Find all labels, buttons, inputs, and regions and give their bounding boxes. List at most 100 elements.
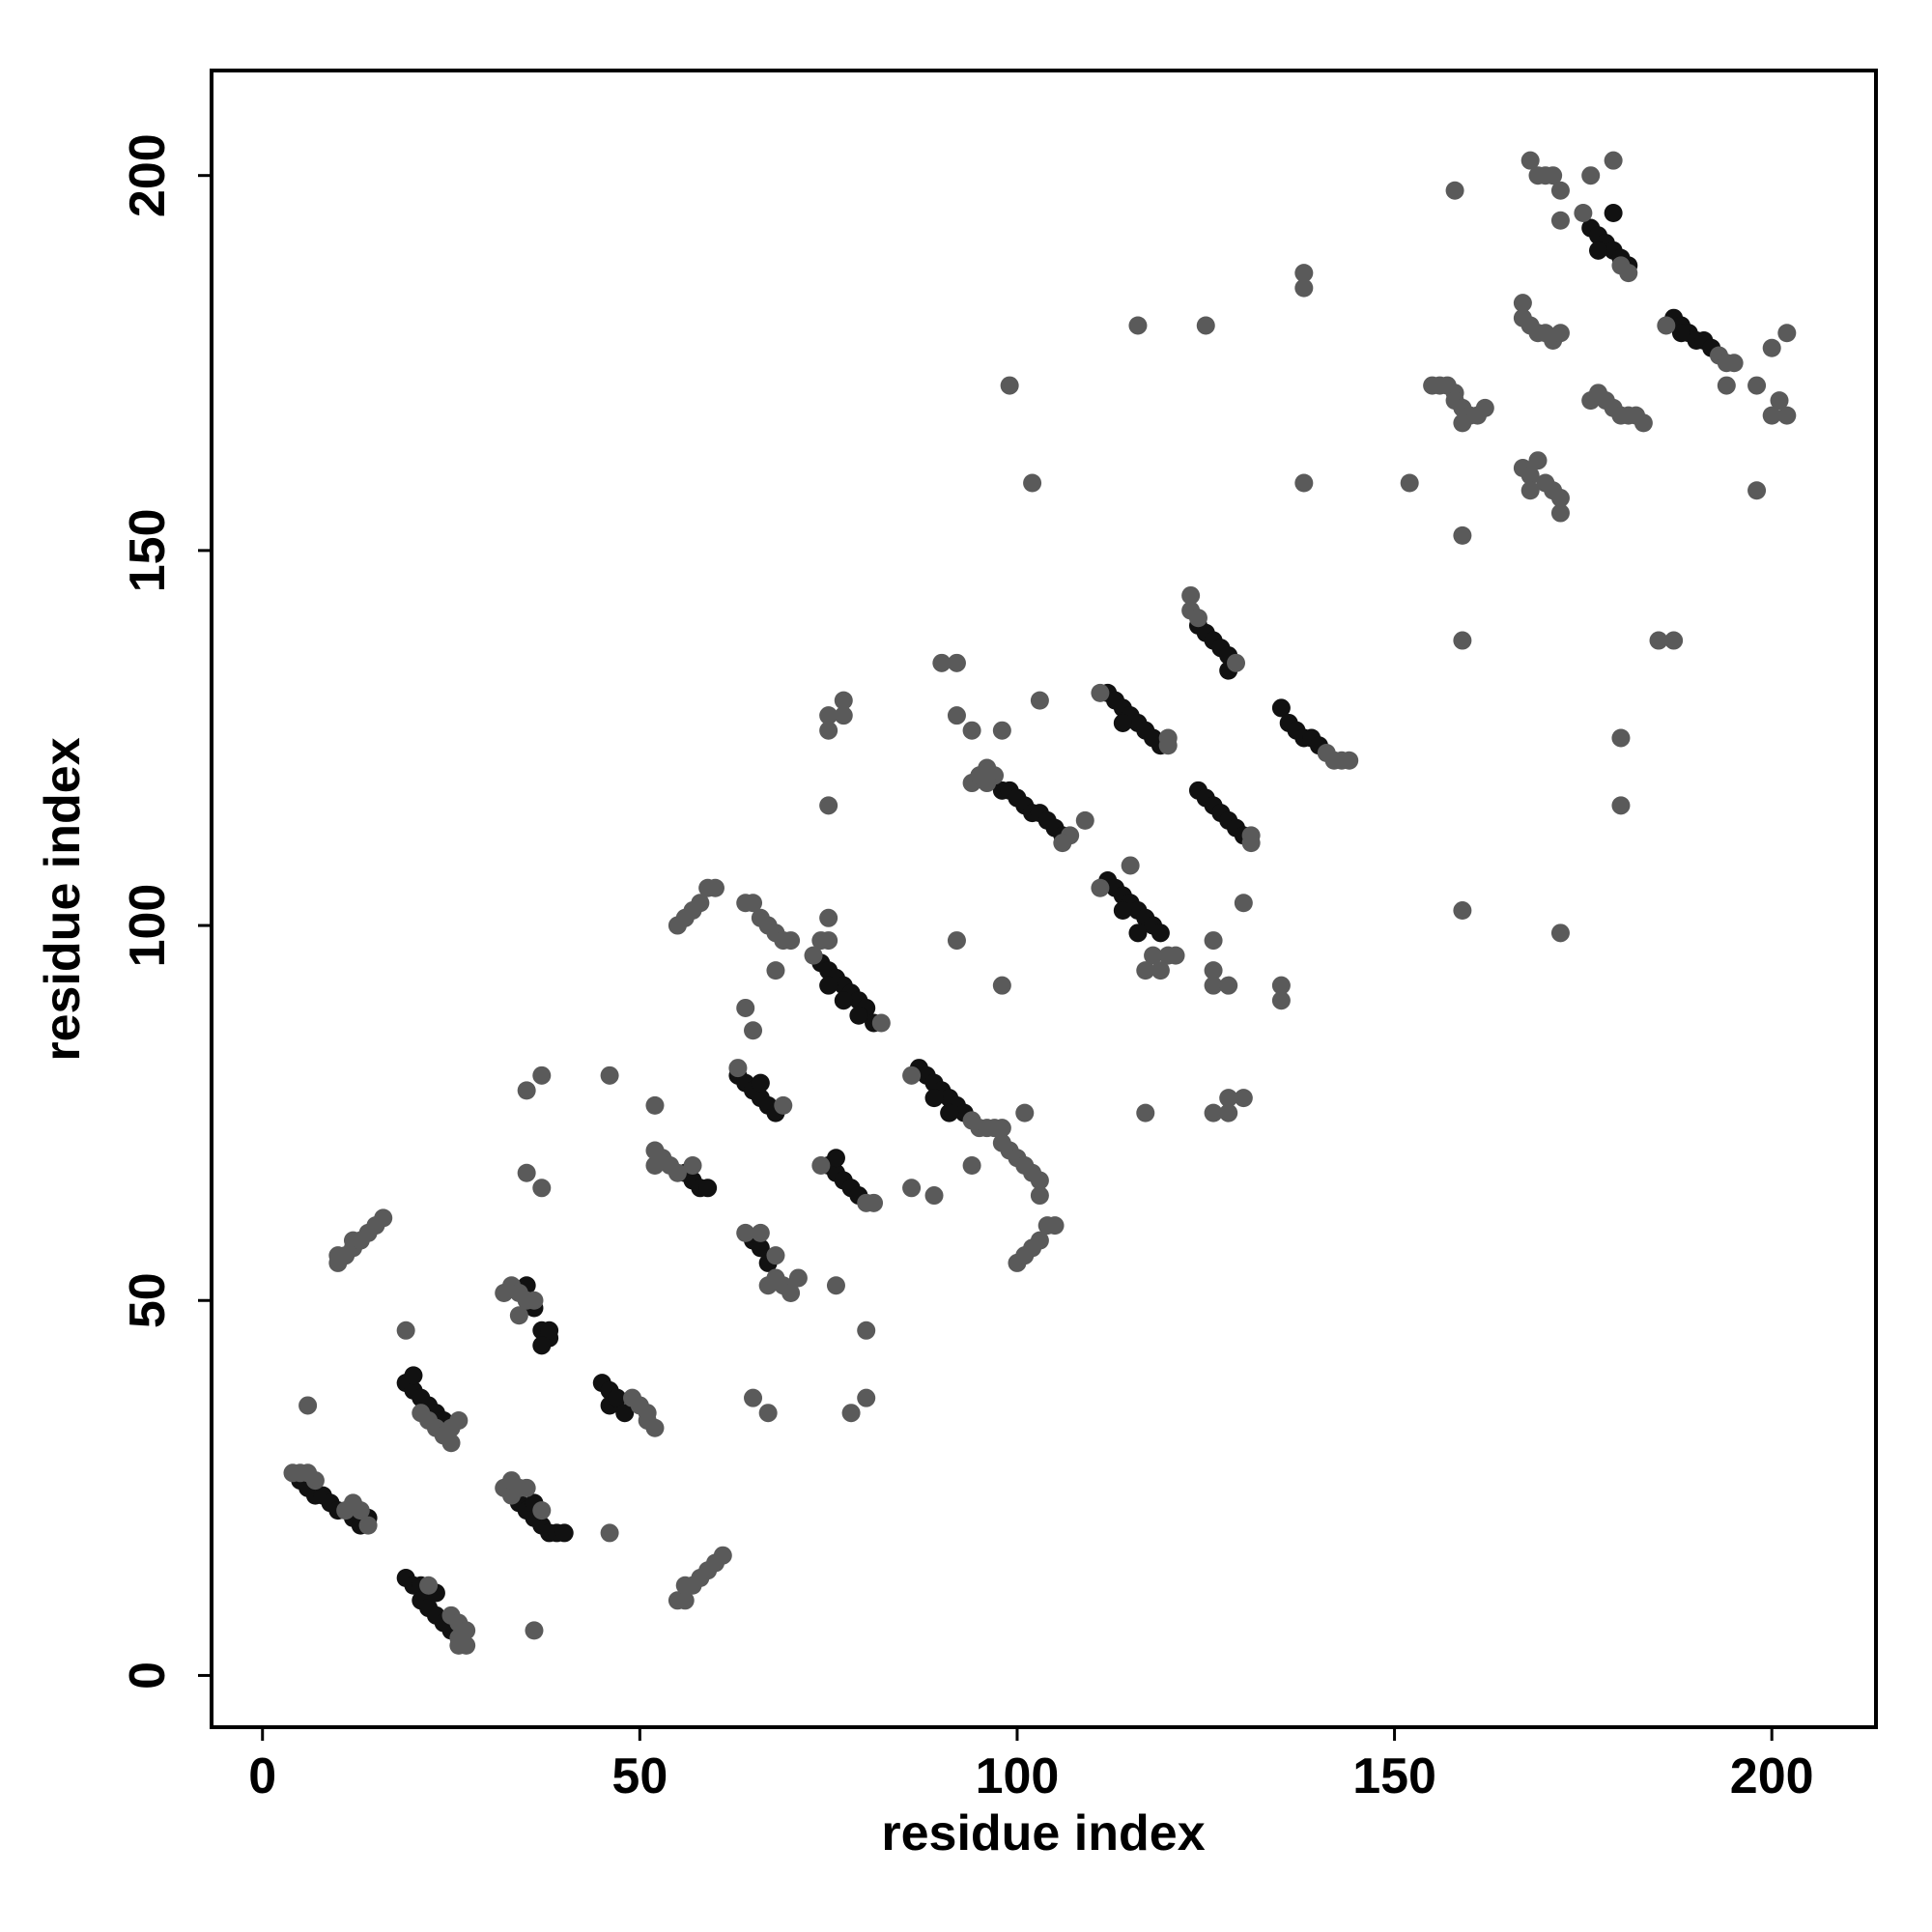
point (736, 1223, 755, 1242)
point (781, 1283, 801, 1302)
point (1664, 631, 1684, 650)
point (992, 721, 1011, 740)
point (374, 1208, 393, 1228)
point (517, 1163, 536, 1182)
point (1581, 166, 1601, 185)
point (1128, 316, 1148, 335)
point (1604, 204, 1623, 223)
point (1762, 406, 1781, 425)
point (600, 1523, 619, 1543)
point (1550, 324, 1570, 343)
point (1075, 810, 1094, 830)
point (1520, 151, 1540, 170)
point (1271, 991, 1291, 1010)
point (615, 1404, 635, 1423)
point (305, 1471, 325, 1491)
point (819, 908, 838, 927)
point (940, 1103, 959, 1122)
point (1520, 481, 1540, 500)
point (419, 1410, 439, 1430)
point (1453, 413, 1472, 433)
point (540, 1321, 559, 1340)
point (1574, 204, 1593, 223)
point (962, 1155, 981, 1175)
point (532, 1336, 552, 1355)
point (947, 653, 966, 672)
point (1144, 946, 1163, 965)
point (992, 1119, 1011, 1138)
point (1271, 698, 1291, 718)
point (1113, 713, 1132, 732)
point (1151, 923, 1170, 943)
point (1520, 466, 1540, 485)
point (804, 946, 823, 965)
point (1234, 894, 1253, 913)
point (728, 1059, 748, 1078)
point (517, 1478, 536, 1497)
point (351, 1501, 370, 1520)
point (834, 991, 853, 1010)
point (947, 706, 966, 725)
point (1294, 473, 1314, 493)
point (871, 1013, 891, 1033)
point (902, 1065, 922, 1085)
point (1271, 976, 1291, 995)
point (1091, 878, 1110, 897)
x-tick-label: 200 (1730, 1748, 1814, 1804)
point (1611, 796, 1631, 815)
point (1453, 631, 1472, 650)
point (1166, 946, 1185, 965)
point (1604, 151, 1623, 170)
point (736, 998, 755, 1017)
point (1030, 1186, 1049, 1206)
point (645, 1418, 665, 1437)
point (675, 1591, 695, 1610)
point (683, 1155, 702, 1175)
point (1151, 961, 1170, 980)
point (1294, 264, 1314, 283)
point (1128, 923, 1148, 943)
point (600, 1065, 619, 1085)
point (766, 961, 785, 980)
point (554, 1523, 574, 1543)
point (992, 976, 1011, 995)
point (781, 931, 801, 951)
point (834, 706, 853, 725)
point (1453, 526, 1472, 545)
point (932, 653, 952, 672)
point (1770, 391, 1789, 411)
point (1611, 728, 1631, 748)
point (819, 796, 838, 815)
point (924, 1089, 944, 1108)
x-tick-label: 150 (1352, 1748, 1436, 1804)
point (1023, 473, 1042, 493)
point (902, 1179, 922, 1198)
point (819, 721, 838, 740)
point (857, 1388, 876, 1407)
y-tick-label: 150 (120, 508, 176, 592)
point (1550, 489, 1570, 508)
point (1649, 631, 1668, 650)
point (1762, 338, 1781, 357)
point (1294, 278, 1314, 298)
point (1158, 736, 1178, 755)
point (1204, 1103, 1223, 1122)
point (1219, 976, 1238, 995)
point (1030, 1231, 1049, 1250)
point (1475, 398, 1494, 417)
point (834, 691, 853, 710)
point (449, 1635, 469, 1655)
point (1528, 451, 1548, 470)
point (1777, 324, 1797, 343)
point (826, 1149, 845, 1168)
point (419, 1576, 439, 1595)
point (1400, 473, 1419, 493)
point (1550, 503, 1570, 523)
point (744, 1388, 763, 1407)
x-tick-label: 50 (611, 1748, 668, 1804)
point (698, 1179, 718, 1198)
point (1513, 294, 1532, 313)
point (1136, 1103, 1155, 1122)
